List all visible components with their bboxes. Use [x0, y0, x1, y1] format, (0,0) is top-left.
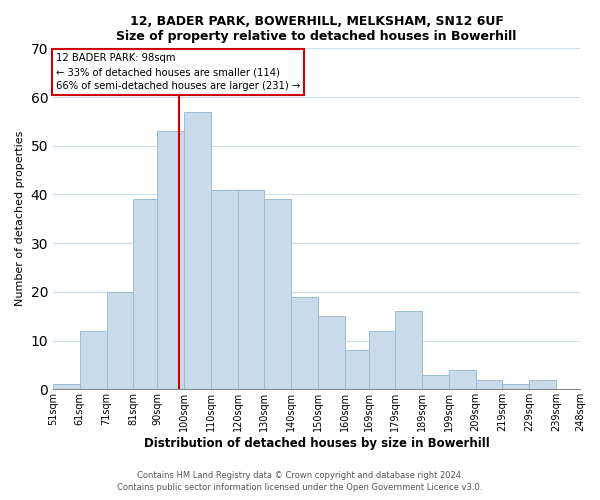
Bar	[580, 380, 600, 390]
Bar	[368, 331, 395, 390]
Bar	[157, 131, 184, 390]
Bar	[422, 374, 449, 390]
Y-axis label: Number of detached properties: Number of detached properties	[15, 131, 25, 306]
Bar	[184, 112, 211, 390]
Bar	[238, 190, 265, 390]
Bar	[318, 316, 344, 390]
Title: 12, BADER PARK, BOWERHILL, MELKSHAM, SN12 6UF
Size of property relative to detac: 12, BADER PARK, BOWERHILL, MELKSHAM, SN1…	[116, 15, 517, 43]
Bar	[53, 384, 80, 390]
Bar	[344, 350, 368, 390]
X-axis label: Distribution of detached houses by size in Bowerhill: Distribution of detached houses by size …	[143, 437, 490, 450]
Bar	[476, 380, 502, 390]
Bar	[265, 200, 291, 390]
Bar	[211, 190, 238, 390]
Bar	[529, 380, 556, 390]
Bar	[107, 292, 133, 390]
Text: 12 BADER PARK: 98sqm
← 33% of detached houses are smaller (114)
66% of semi-deta: 12 BADER PARK: 98sqm ← 33% of detached h…	[56, 53, 300, 91]
Bar	[80, 331, 107, 390]
Bar	[133, 200, 157, 390]
Bar	[291, 296, 318, 390]
Bar	[502, 384, 529, 390]
Text: Contains HM Land Registry data © Crown copyright and database right 2024.
Contai: Contains HM Land Registry data © Crown c…	[118, 470, 482, 492]
Bar	[449, 370, 476, 390]
Bar	[395, 312, 422, 390]
